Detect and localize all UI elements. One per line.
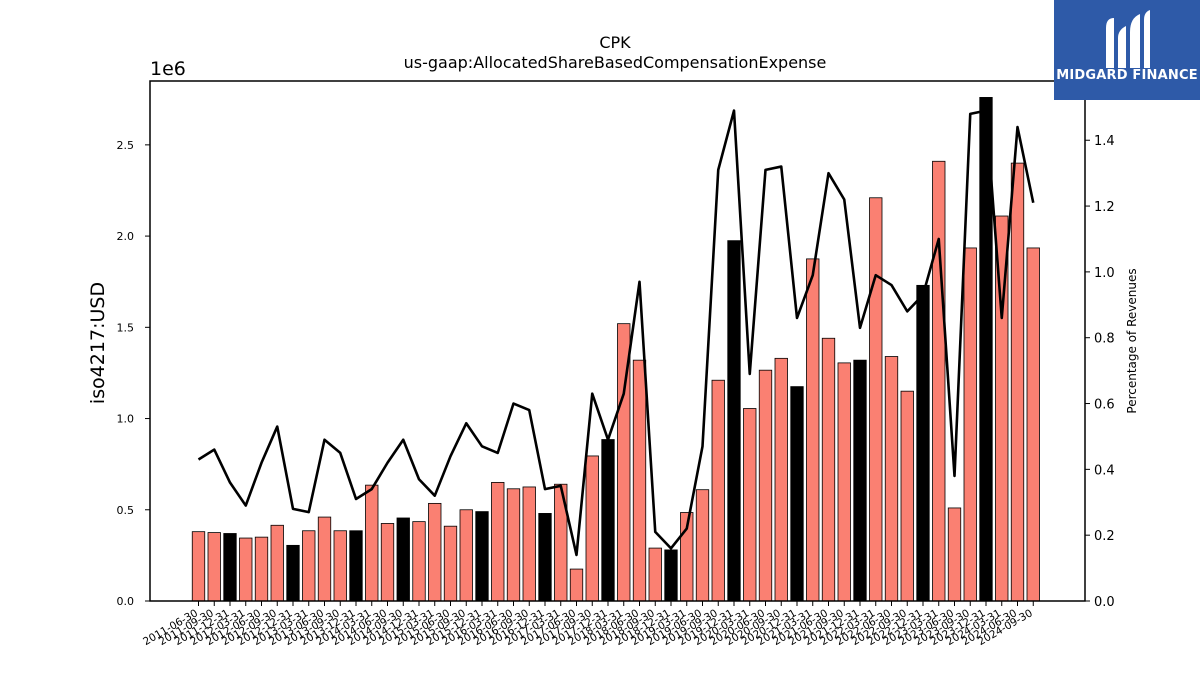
bar (239, 537, 253, 602)
y-tick-label: 1.5 (117, 321, 135, 334)
bar (317, 516, 332, 602)
y-axis-label: iso4217:USD (87, 282, 109, 404)
bar (806, 258, 820, 602)
bar (223, 533, 237, 602)
midgard-logo: MIDGARD FINANCE (1054, 0, 1200, 100)
bar (506, 488, 521, 602)
bar (443, 525, 458, 602)
bar (916, 284, 930, 602)
y-offset-label: 1e6 (150, 58, 186, 80)
bar (396, 517, 410, 602)
bar (302, 530, 316, 602)
line-layer (197, 109, 1035, 557)
y2-tick-label: 0.8 (1094, 332, 1115, 347)
y2-tick-label: 1.4 (1094, 134, 1115, 149)
bar (349, 530, 363, 602)
y-tick-label: 1.0 (117, 413, 135, 426)
bar (380, 523, 395, 602)
axes-layer: 0.0 0.5 1.0 1.5 2.0 2.5 0.0 0.2 0.4 0.6 0.8 1.0 1.2 1… (117, 80, 1115, 648)
bar (1026, 247, 1040, 602)
bar (727, 240, 741, 602)
bar (1010, 162, 1025, 602)
bar (884, 356, 899, 602)
bar (837, 362, 851, 602)
y-tick-label: 2.0 (117, 230, 135, 243)
bar (475, 511, 489, 602)
bar (743, 408, 757, 602)
y2-tick-label: 0.0 (1094, 595, 1115, 610)
bar (711, 379, 725, 602)
bar (270, 524, 284, 602)
bar (491, 481, 505, 602)
bar (569, 568, 584, 602)
bar (191, 531, 206, 602)
bar (585, 455, 599, 602)
y2-tick-label: 1.0 (1094, 266, 1115, 281)
bar (947, 507, 962, 602)
bar (695, 489, 710, 602)
bar (207, 532, 221, 602)
bar (853, 359, 867, 602)
bar (632, 359, 647, 602)
logo-text: MIDGARD FINANCE (1056, 68, 1198, 83)
midgard-logo-icon (1106, 10, 1150, 68)
y2-tick-label: 0.4 (1094, 463, 1115, 478)
ratio-line (197, 109, 1035, 557)
bar (869, 197, 883, 602)
y2-tick-label: 0.2 (1094, 529, 1115, 544)
bars-layer (191, 97, 1040, 602)
y-tick-label: 2.5 (117, 139, 135, 152)
bar (254, 536, 269, 602)
bar (365, 484, 379, 602)
bar (522, 486, 536, 602)
y2-tick-label: 1.2 (1094, 200, 1115, 215)
bar (664, 549, 678, 602)
y-tick-label: 0.5 (117, 504, 135, 517)
y2-axis-label: Percentage of Revenues (1125, 268, 1139, 413)
bar (821, 337, 836, 602)
bar (412, 521, 426, 602)
bar (900, 390, 914, 602)
bar (333, 530, 347, 602)
bar (601, 439, 615, 602)
chart-title: CPK (599, 33, 631, 52)
bar (758, 369, 773, 602)
bar (286, 544, 300, 602)
y2-tick-label: 0.6 (1094, 398, 1115, 413)
plot-frame (149, 80, 1086, 602)
bar (459, 509, 473, 602)
bar (963, 247, 977, 602)
y-tick-label: 0.0 (117, 595, 135, 608)
bar (932, 160, 946, 602)
bar (428, 502, 442, 602)
bar (538, 513, 552, 602)
bar (648, 547, 662, 602)
bar (774, 357, 788, 602)
chart-subtitle: us-gaap:AllocatedShareBasedCompensationE… (404, 53, 827, 72)
bar (790, 386, 804, 602)
